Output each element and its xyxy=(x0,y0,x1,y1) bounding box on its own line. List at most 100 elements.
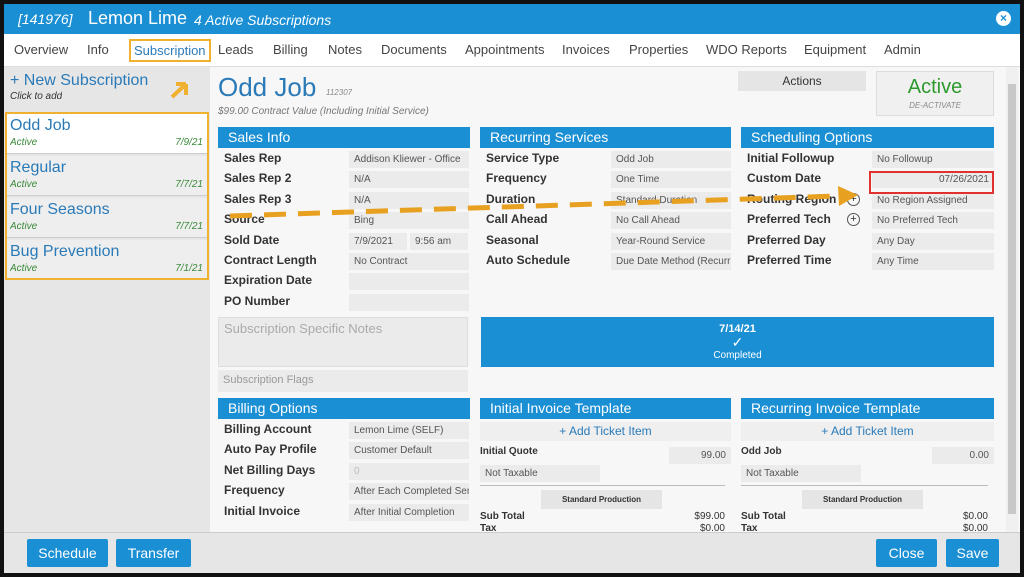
tab[interactable]: Info xyxy=(87,42,109,57)
section-header: Recurring Services xyxy=(480,127,731,148)
new-subscription[interactable]: + New Subscription xyxy=(10,72,149,89)
tab[interactable]: Billing xyxy=(273,42,308,57)
field-value[interactable]: Customer Default xyxy=(349,442,469,460)
field-value[interactable]: Any Time xyxy=(872,253,994,270)
field-value[interactable]: No Preferred Tech xyxy=(872,212,994,230)
field-value[interactable]: Odd Job xyxy=(611,151,731,168)
footer-button[interactable]: Schedule xyxy=(27,539,108,567)
divider xyxy=(741,485,988,486)
taxable[interactable]: Not Taxable xyxy=(480,465,600,482)
field-label: Contract Length xyxy=(224,253,317,267)
tax: $0.00 xyxy=(962,523,988,532)
field-value[interactable]: After Initial Completion xyxy=(349,503,469,521)
subscription-item[interactable]: Regular Active 7/7/21 xyxy=(7,156,207,196)
footer-button[interactable]: Transfer xyxy=(116,539,191,567)
field-value[interactable]: 9:56 am xyxy=(410,232,468,250)
field-value[interactable]: One Time xyxy=(611,171,731,189)
add-ticket-item[interactable]: + Add Ticket Item xyxy=(480,422,731,441)
field-label: Service Type xyxy=(486,151,560,165)
field-label: Auto Schedule xyxy=(486,253,571,267)
field-value[interactable]: No Contract xyxy=(349,253,469,270)
subscription-title: Odd Job xyxy=(218,72,317,102)
field-value[interactable]: No Region Assigned xyxy=(872,191,994,209)
item-status: Active xyxy=(10,137,38,148)
tab[interactable]: Documents xyxy=(381,42,447,57)
subscription-item[interactable]: Bug Prevention Active 7/1/21 xyxy=(7,240,207,278)
add-icon[interactable]: + xyxy=(847,192,860,206)
field-value[interactable]: Addison Kliewer - Office xyxy=(349,151,469,168)
tab[interactable]: Subscription xyxy=(129,39,211,62)
field-value[interactable]: Bing xyxy=(349,212,469,230)
item-label: Initial Quote xyxy=(480,446,538,457)
field-value[interactable]: 7/9/2021 xyxy=(349,232,407,250)
tab[interactable]: Appointments xyxy=(465,42,545,57)
production-button[interactable]: Standard Production xyxy=(541,490,662,509)
footer: Schedule Transfer Close Save xyxy=(4,532,1020,573)
field-value[interactable]: After Each Completed Service xyxy=(349,483,469,501)
field-value[interactable] xyxy=(349,293,469,311)
field-label: Sold Date xyxy=(224,232,280,247)
item-value[interactable]: 0.00 xyxy=(932,447,994,464)
add-icon[interactable]: + xyxy=(847,213,860,227)
subscription-list: Odd Job Active 7/9/21 Regular Active 7/7/21 Fo… xyxy=(5,112,209,280)
field-label: Initial Followup xyxy=(747,151,835,165)
field-label: Initial Invoice xyxy=(224,503,301,518)
field-value[interactable]: No Call Ahead xyxy=(611,212,731,230)
tab[interactable]: Admin xyxy=(884,42,921,57)
field-label: Routing Region xyxy=(747,191,837,206)
sidebar: + New Subscription Click to add Odd Job Act… xyxy=(4,67,210,532)
divider xyxy=(480,485,725,486)
add-ticket-item[interactable]: + Add Ticket Item xyxy=(741,422,994,441)
field-value[interactable]: Year-Round Service xyxy=(611,232,731,250)
production-button[interactable]: Standard Production xyxy=(802,490,923,509)
tab[interactable]: Equipment xyxy=(804,42,867,57)
field-value[interactable]: Due Date Method (Recurring) xyxy=(611,253,731,270)
field-value[interactable]: 07/26/2021 xyxy=(872,171,994,189)
tab[interactable]: WDO Reports xyxy=(706,42,787,57)
hint: Click to add xyxy=(10,91,63,102)
close-icon[interactable]: × xyxy=(996,11,1011,26)
field-label: Sales Rep xyxy=(224,151,282,165)
notes-area[interactable]: Subscription Specific Notes xyxy=(218,317,468,367)
tax-label: Tax xyxy=(741,523,758,532)
subscription-code: 112307 xyxy=(326,88,353,97)
header-bar: [141976] Lemon Lime 4 Active Subscriptions… xyxy=(4,4,1020,34)
field-value[interactable]: N/A xyxy=(349,191,469,209)
field-value[interactable]: 0 xyxy=(349,462,469,480)
field-label: PO Number xyxy=(224,293,291,308)
field-label: Preferred Tech xyxy=(747,212,831,227)
footer-button[interactable]: Close xyxy=(876,539,937,567)
status: Active xyxy=(907,76,963,98)
record-id: [141976] xyxy=(18,11,73,27)
completed-box: 7/14/21 ✓ Completed xyxy=(481,317,994,367)
tab[interactable]: Leads xyxy=(218,42,254,57)
field-value[interactable]: Any Day xyxy=(872,232,994,250)
field-value[interactable]: Lemon Lime (SELF) xyxy=(349,422,469,439)
flags-select[interactable]: Subscription Flags xyxy=(218,370,468,392)
status-box: Active DE-ACTIVATE xyxy=(876,71,994,116)
field-label: Auto Pay Profile xyxy=(224,442,317,457)
field-label: Preferred Time xyxy=(747,253,832,267)
field-value[interactable]: N/A xyxy=(349,171,469,189)
field-value[interactable]: No Followup xyxy=(872,151,994,168)
field-label: Frequency xyxy=(486,171,547,186)
deactivate[interactable]: DE-ACTIVATE xyxy=(909,101,961,110)
tab[interactable]: Overview xyxy=(14,42,69,57)
field-value[interactable] xyxy=(349,273,469,291)
tab[interactable]: Properties xyxy=(629,42,689,57)
item-value[interactable]: 99.00 xyxy=(669,447,731,464)
footer-button[interactable]: Save xyxy=(946,539,999,567)
taxable[interactable]: Not Taxable xyxy=(741,465,861,482)
item-status: Active xyxy=(10,263,38,274)
item-label: Odd Job xyxy=(741,446,782,457)
tab[interactable]: Invoices xyxy=(562,42,610,57)
field-value[interactable]: Standard Duration xyxy=(611,191,731,209)
subscription-count: 4 Active Subscriptions xyxy=(194,12,332,28)
tab[interactable]: Notes xyxy=(328,42,362,57)
actions-button[interactable]: Actions xyxy=(738,71,866,91)
subscription-item[interactable]: Odd Job Active 7/9/21 xyxy=(7,114,207,154)
subscription-item[interactable]: Four Seasons Active 7/7/21 xyxy=(7,198,207,238)
section-header: Initial Invoice Template xyxy=(480,398,731,419)
scroll-thumb[interactable] xyxy=(1008,84,1016,514)
